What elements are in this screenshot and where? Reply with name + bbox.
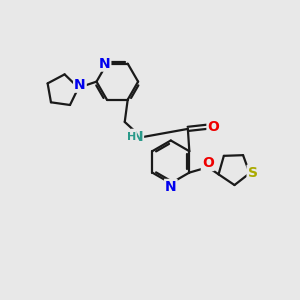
Text: N: N: [165, 180, 177, 194]
Text: N: N: [99, 57, 110, 70]
Text: N: N: [131, 130, 143, 144]
Text: O: O: [202, 156, 214, 170]
Text: N: N: [74, 78, 86, 92]
Text: H: H: [127, 132, 136, 142]
Text: O: O: [208, 119, 219, 134]
Text: S: S: [248, 166, 258, 180]
